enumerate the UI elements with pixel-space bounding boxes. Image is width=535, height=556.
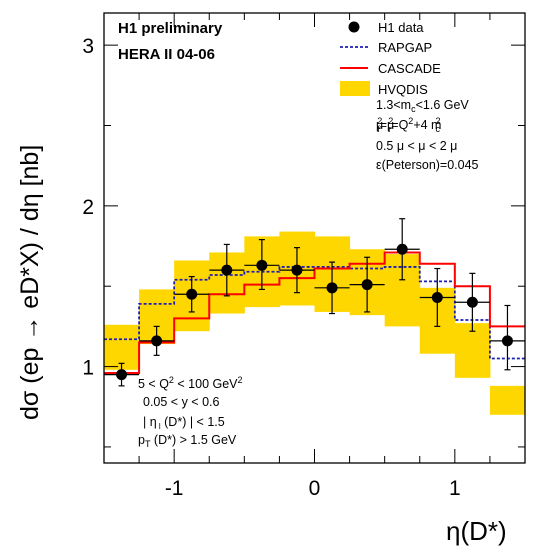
- chart-title: H1 preliminary: [118, 20, 223, 37]
- data-point: [466, 296, 478, 308]
- hvqdis-band-bin: [489, 385, 526, 415]
- param-mass-range: 1.3<mc<1.6 GeV: [376, 98, 469, 114]
- param-scale-variation: 0.5 μ < μ < 2 μ: [376, 139, 457, 153]
- chart-subtitle: HERA II 04-06: [118, 46, 215, 63]
- cut-y: 0.05 < y < 0.6: [143, 395, 219, 409]
- data-point: [431, 291, 443, 303]
- hvqdis-band-bin: [104, 324, 140, 370]
- x-tick-label: 0: [309, 477, 321, 500]
- hvqdis-band-bin: [454, 323, 491, 378]
- data-point: [361, 279, 373, 291]
- data-point: [116, 369, 128, 381]
- y-tick-label: 1: [82, 357, 94, 380]
- data-point: [291, 264, 303, 276]
- data-point: [501, 335, 513, 347]
- cut-eta: | η l (D*) | < 1.5: [143, 415, 225, 431]
- kinematic-cuts: 5 < Q2 < 100 GeV2 0.05 < y < 0.6 | η l (…: [138, 375, 243, 449]
- y-tick-label: 2: [82, 196, 94, 219]
- data-point: [151, 335, 163, 347]
- param-peterson: ε(Peterson)=0.045: [376, 158, 479, 172]
- data-point: [221, 264, 233, 276]
- x-tick-label: -1: [165, 477, 184, 500]
- legend-label-h1: H1 data: [378, 20, 424, 35]
- legend-label-rapgap: RAPGAP: [378, 40, 432, 55]
- y-tick-label: 3: [82, 35, 94, 58]
- legend-label-cascade: CASCADE: [378, 61, 441, 76]
- cascade-histogram: [104, 251, 525, 374]
- cascade-line: [104, 251, 525, 374]
- data-point: [186, 288, 198, 300]
- legend-marker-hvqdis: [340, 81, 370, 96]
- axes: -1 0 1 1 2 3: [82, 13, 526, 500]
- data-point: [326, 282, 338, 294]
- legend: H1 data RAPGAP CASCADE HVQDIS: [340, 20, 441, 97]
- hvqdis-parameters: 1.3<mc<1.6 GeV μ2 f=μ2 r=Q2+4 m2 c 0.5 μ < …: [376, 98, 479, 172]
- y-axis-label: dσ (ep → eD*X) / dη [nb]: [16, 145, 44, 420]
- cut-q2: 5 < Q2 < 100 GeV2: [138, 375, 243, 391]
- rapgap-line: [104, 266, 525, 360]
- rapgap-histogram: [104, 266, 525, 360]
- cut-pt: pT (D*) > 1.5 GeV: [138, 433, 237, 449]
- data-point: [256, 259, 268, 271]
- data-point: [396, 243, 408, 255]
- param-scale: μ2 f=μ2 r=Q2+4 m2 c: [376, 116, 441, 134]
- x-axis-label: η(D*): [446, 516, 507, 546]
- legend-marker-h1: [348, 21, 360, 33]
- h1-data-points: [104, 218, 525, 387]
- x-tick-label: 1: [449, 477, 461, 500]
- legend-label-hvqdis: HVQDIS: [378, 82, 428, 97]
